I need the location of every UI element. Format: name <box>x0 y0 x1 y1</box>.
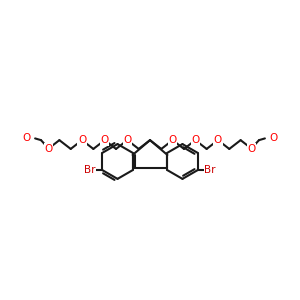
Text: O: O <box>247 143 256 154</box>
Text: O: O <box>78 135 86 145</box>
Text: O: O <box>169 135 177 145</box>
Text: O: O <box>214 135 222 145</box>
Text: O: O <box>22 134 31 143</box>
Text: Br: Br <box>205 165 216 175</box>
Text: O: O <box>44 143 53 154</box>
Text: Br: Br <box>84 165 95 175</box>
Text: O: O <box>269 134 278 143</box>
Text: O: O <box>191 135 200 145</box>
Text: O: O <box>100 135 109 145</box>
Text: O: O <box>123 135 131 145</box>
